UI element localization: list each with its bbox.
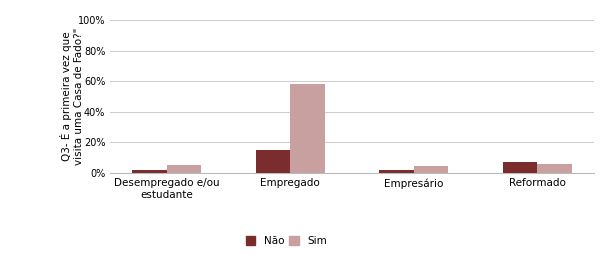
Bar	[502, 162, 537, 173]
Bar	[537, 164, 572, 173]
Bar	[166, 165, 201, 173]
Y-axis label: Q3- É a primeira vez que
visita uma Casa de Fado?": Q3- É a primeira vez que visita uma Casa…	[61, 28, 84, 165]
Legend: Não, Sim: Não, Sim	[246, 236, 327, 246]
Bar	[414, 166, 448, 173]
Bar	[290, 84, 325, 173]
Bar	[256, 150, 290, 173]
Bar	[132, 170, 166, 173]
Bar	[379, 170, 414, 173]
